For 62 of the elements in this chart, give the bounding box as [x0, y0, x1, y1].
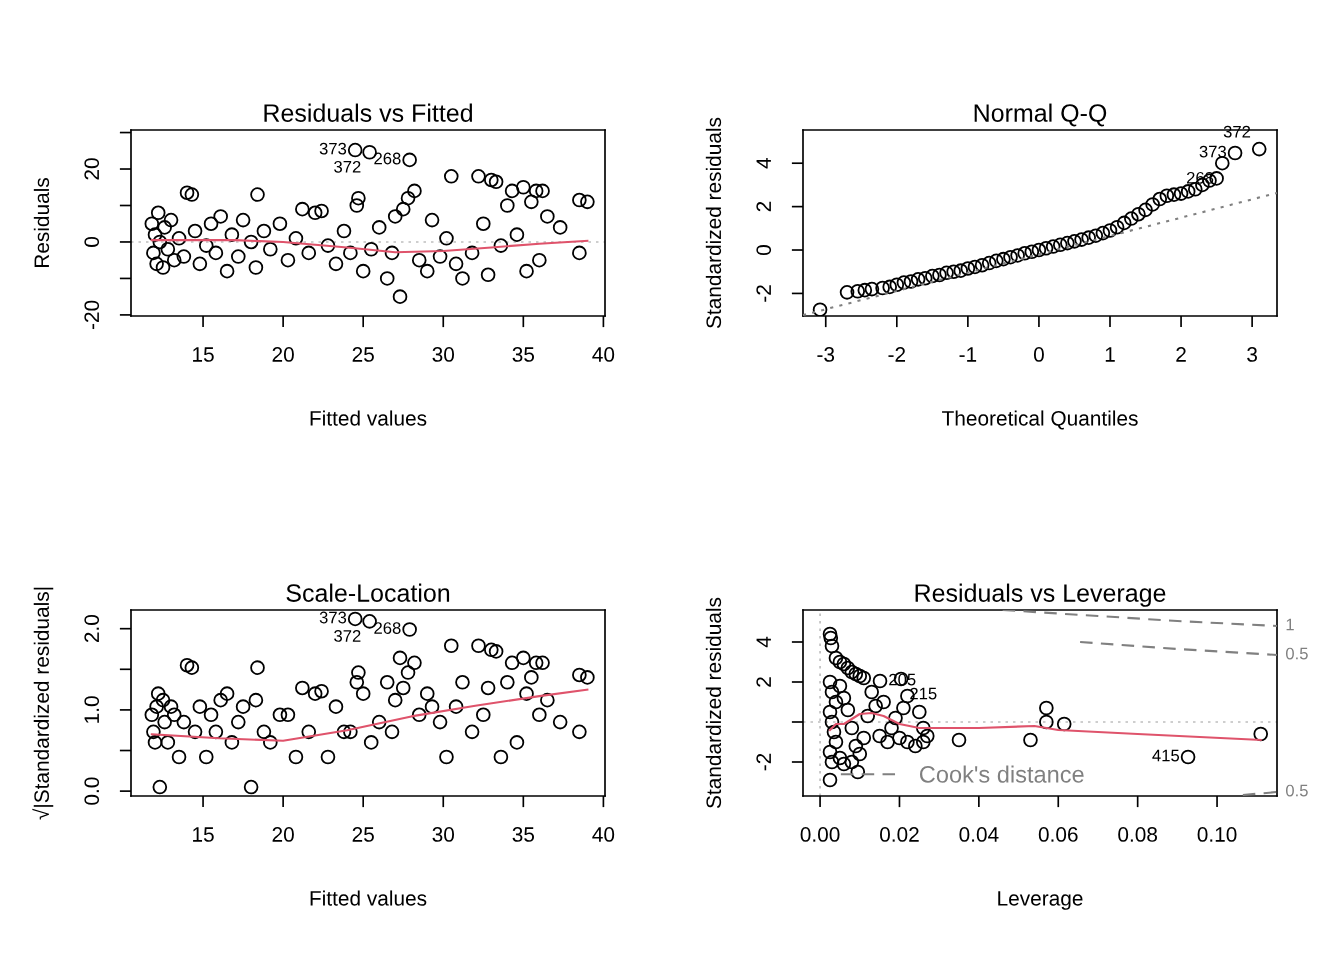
- x-tick-label: 35: [512, 347, 535, 362]
- y-tick-label: 2: [756, 677, 771, 687]
- y-tick-label: -20: [84, 300, 100, 330]
- annotation: 415: [1152, 749, 1180, 762]
- legend-label: Cook's distance: [919, 765, 1084, 783]
- annotation: 268: [374, 622, 401, 634]
- x-tick-label: 0.02: [880, 827, 919, 842]
- x-axis-title: Theoretical Quantiles: [942, 410, 1138, 430]
- x-axis-title: Fitted values: [310, 410, 427, 426]
- x-tick-label: 15: [193, 347, 214, 362]
- x-tick-label: 20: [272, 347, 294, 362]
- chart-title: Normal Q-Q: [974, 103, 1107, 127]
- x-tick-label: 0.04: [959, 827, 999, 842]
- y-tick-label: 0: [756, 245, 772, 255]
- y-axis-title: √|Standardized residuals|: [32, 587, 54, 820]
- x-tick-label: 3: [1247, 347, 1258, 362]
- x-tick-label: 0.10: [1197, 827, 1237, 842]
- x-tick-label: 40: [592, 827, 615, 842]
- y-tick-label: 0: [84, 236, 100, 247]
- annotation: 372: [334, 160, 361, 173]
- y-tick-label: -2: [756, 285, 771, 302]
- annotation: 0.5: [1285, 784, 1308, 797]
- x-tick-label: 0.08: [1118, 827, 1158, 842]
- x-axis-title: Leverage: [998, 891, 1083, 910]
- x-tick-label: 1: [1105, 347, 1115, 362]
- y-tick-label: 4: [756, 636, 771, 648]
- chart-title: Residuals vs Leverage: [915, 583, 1166, 607]
- x-tick-label: 30: [432, 347, 455, 362]
- annotation: 268: [374, 152, 401, 165]
- chart-title: Scale-Location: [286, 583, 450, 602]
- y-axis-title: Residuals: [33, 178, 50, 268]
- x-tick-label: -2: [888, 347, 906, 362]
- x-tick-label: 35: [512, 827, 535, 842]
- x-tick-label: 0.06: [1038, 827, 1078, 842]
- annotation: 373: [1199, 145, 1227, 158]
- annotation: 372: [334, 630, 361, 642]
- annotation: 1: [1286, 618, 1294, 631]
- y-axis-title: Standardized residuals: [705, 117, 722, 329]
- x-tick-label: 40: [592, 347, 615, 362]
- y-tick-label: 0.0: [84, 777, 100, 805]
- x-tick-label: 0.00: [800, 827, 840, 842]
- chart-title: Residuals vs Fitted: [264, 103, 472, 122]
- x-tick-label: -1: [959, 347, 977, 362]
- annotation: 373: [319, 611, 347, 624]
- x-tick-label: 30: [432, 827, 455, 842]
- y-tick-label: 1.0: [84, 696, 100, 723]
- x-tick-label: 0: [1033, 347, 1044, 362]
- x-tick-label: 25: [352, 827, 374, 842]
- y-axis-title: Standardized residuals: [705, 597, 722, 809]
- x-tick-label: 2: [1176, 347, 1186, 362]
- y-tick-label: 2.0: [84, 615, 100, 643]
- annotation: 373: [319, 142, 347, 155]
- y-tick-label: 4: [756, 158, 771, 169]
- y-tick-label: 20: [84, 158, 100, 180]
- y-tick-label: 2: [756, 201, 771, 212]
- y-tick-label: -2: [756, 753, 771, 771]
- x-tick-label: -3: [817, 347, 835, 362]
- x-tick-label: 20: [272, 827, 294, 842]
- x-axis-title: Fitted values: [310, 890, 427, 906]
- annotation: 0.5: [1285, 647, 1308, 660]
- x-tick-label: 25: [352, 347, 374, 362]
- x-tick-label: 15: [193, 827, 214, 842]
